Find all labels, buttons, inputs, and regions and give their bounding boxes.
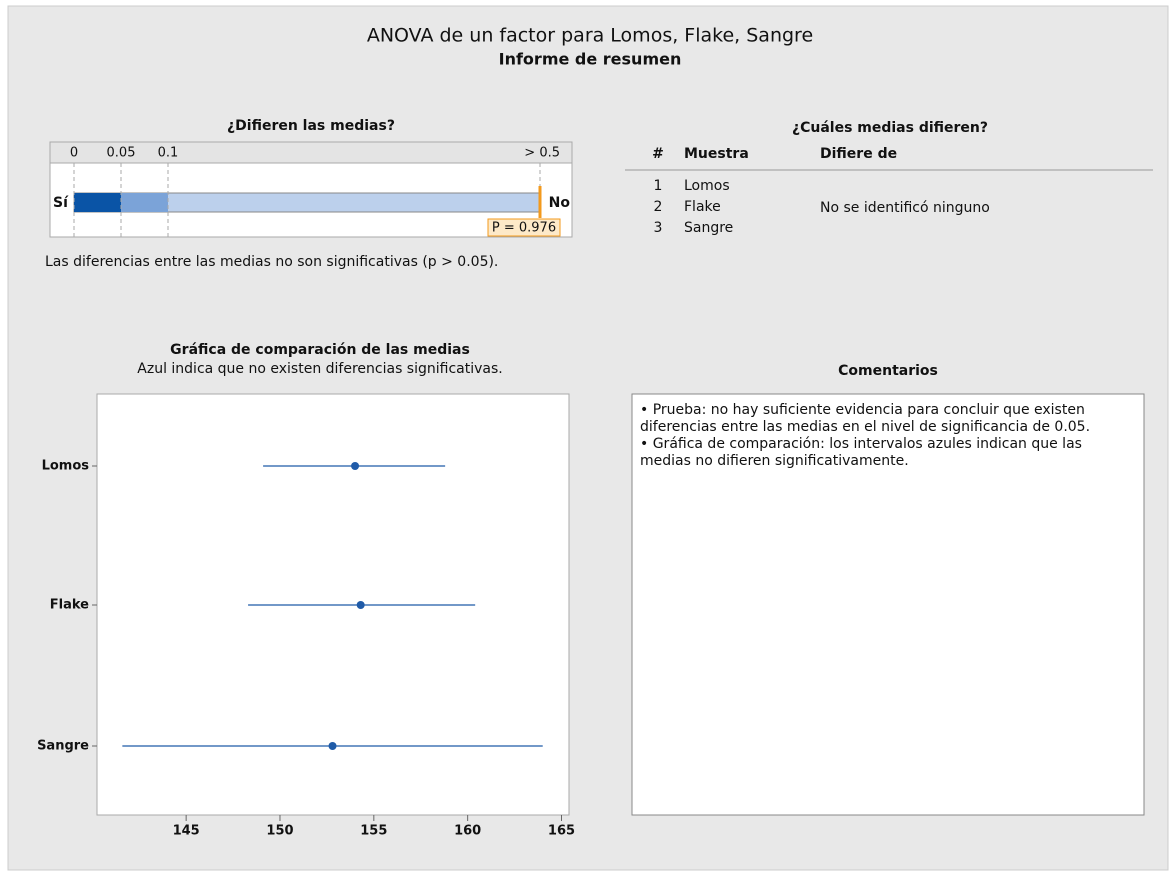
subtitle: Informe de resumen xyxy=(499,50,682,69)
comment: • Gráfica de comparación: los intervalos… xyxy=(640,436,1082,469)
x-tick-label: 145 xyxy=(173,824,200,839)
category-label: Sangre xyxy=(37,739,89,754)
th: # xyxy=(652,146,664,162)
chart-title: Gráfica de comparación de las medias xyxy=(170,342,470,358)
p-tick-label: 0.1 xyxy=(158,146,179,161)
p-label-box xyxy=(487,218,561,237)
table-result: No se identificó ninguno xyxy=(820,200,990,216)
table-title: ¿Cuáles medias difieren? xyxy=(792,120,988,136)
p-title: ¿Difieren las medias? xyxy=(227,118,395,134)
row-num: 3 xyxy=(654,220,663,236)
p-zone xyxy=(74,193,121,212)
title: ANOVA de un factor para Lomos, Flake, Sa… xyxy=(367,25,813,47)
row-num: 2 xyxy=(654,199,663,215)
row-sample: Lomos xyxy=(684,178,730,194)
p-zone xyxy=(121,193,168,212)
th: Muestra xyxy=(684,146,749,162)
p-axis-strip xyxy=(49,141,573,164)
row-num: 1 xyxy=(654,178,663,194)
x-tick-label: 160 xyxy=(454,824,481,839)
category-label: Flake xyxy=(50,598,89,613)
row-sample: Flake xyxy=(684,199,721,215)
category-label: Lomos xyxy=(42,459,90,474)
comments: • Prueba: no hay suficiente evidencia pa… xyxy=(640,402,1136,470)
x-tick-label: 150 xyxy=(266,824,293,839)
comments-title: Comentarios xyxy=(838,363,938,379)
p-note: Las diferencias entre las medias no son … xyxy=(45,254,498,270)
th: Difiere de xyxy=(820,146,897,162)
yes-label: Sí xyxy=(53,195,69,211)
x-tick-label: 165 xyxy=(548,824,575,839)
no-label: No xyxy=(549,195,571,211)
p-tick-label: 0 xyxy=(70,146,78,161)
comment: • Prueba: no hay suficiente evidencia pa… xyxy=(640,402,1091,435)
comments-box xyxy=(631,393,1145,816)
p-tick-label: 0.05 xyxy=(107,146,136,161)
mean-point xyxy=(328,742,337,750)
chart-subtitle: Azul indica que no existen diferencias s… xyxy=(137,361,502,377)
row-sample: Sangre xyxy=(684,220,733,236)
x-tick-label: 155 xyxy=(360,824,387,839)
p-tick-label: > 0.5 xyxy=(524,146,560,161)
mean-point xyxy=(351,462,360,470)
p-label: P = 0.976 xyxy=(492,221,556,236)
mean-point xyxy=(356,601,365,609)
